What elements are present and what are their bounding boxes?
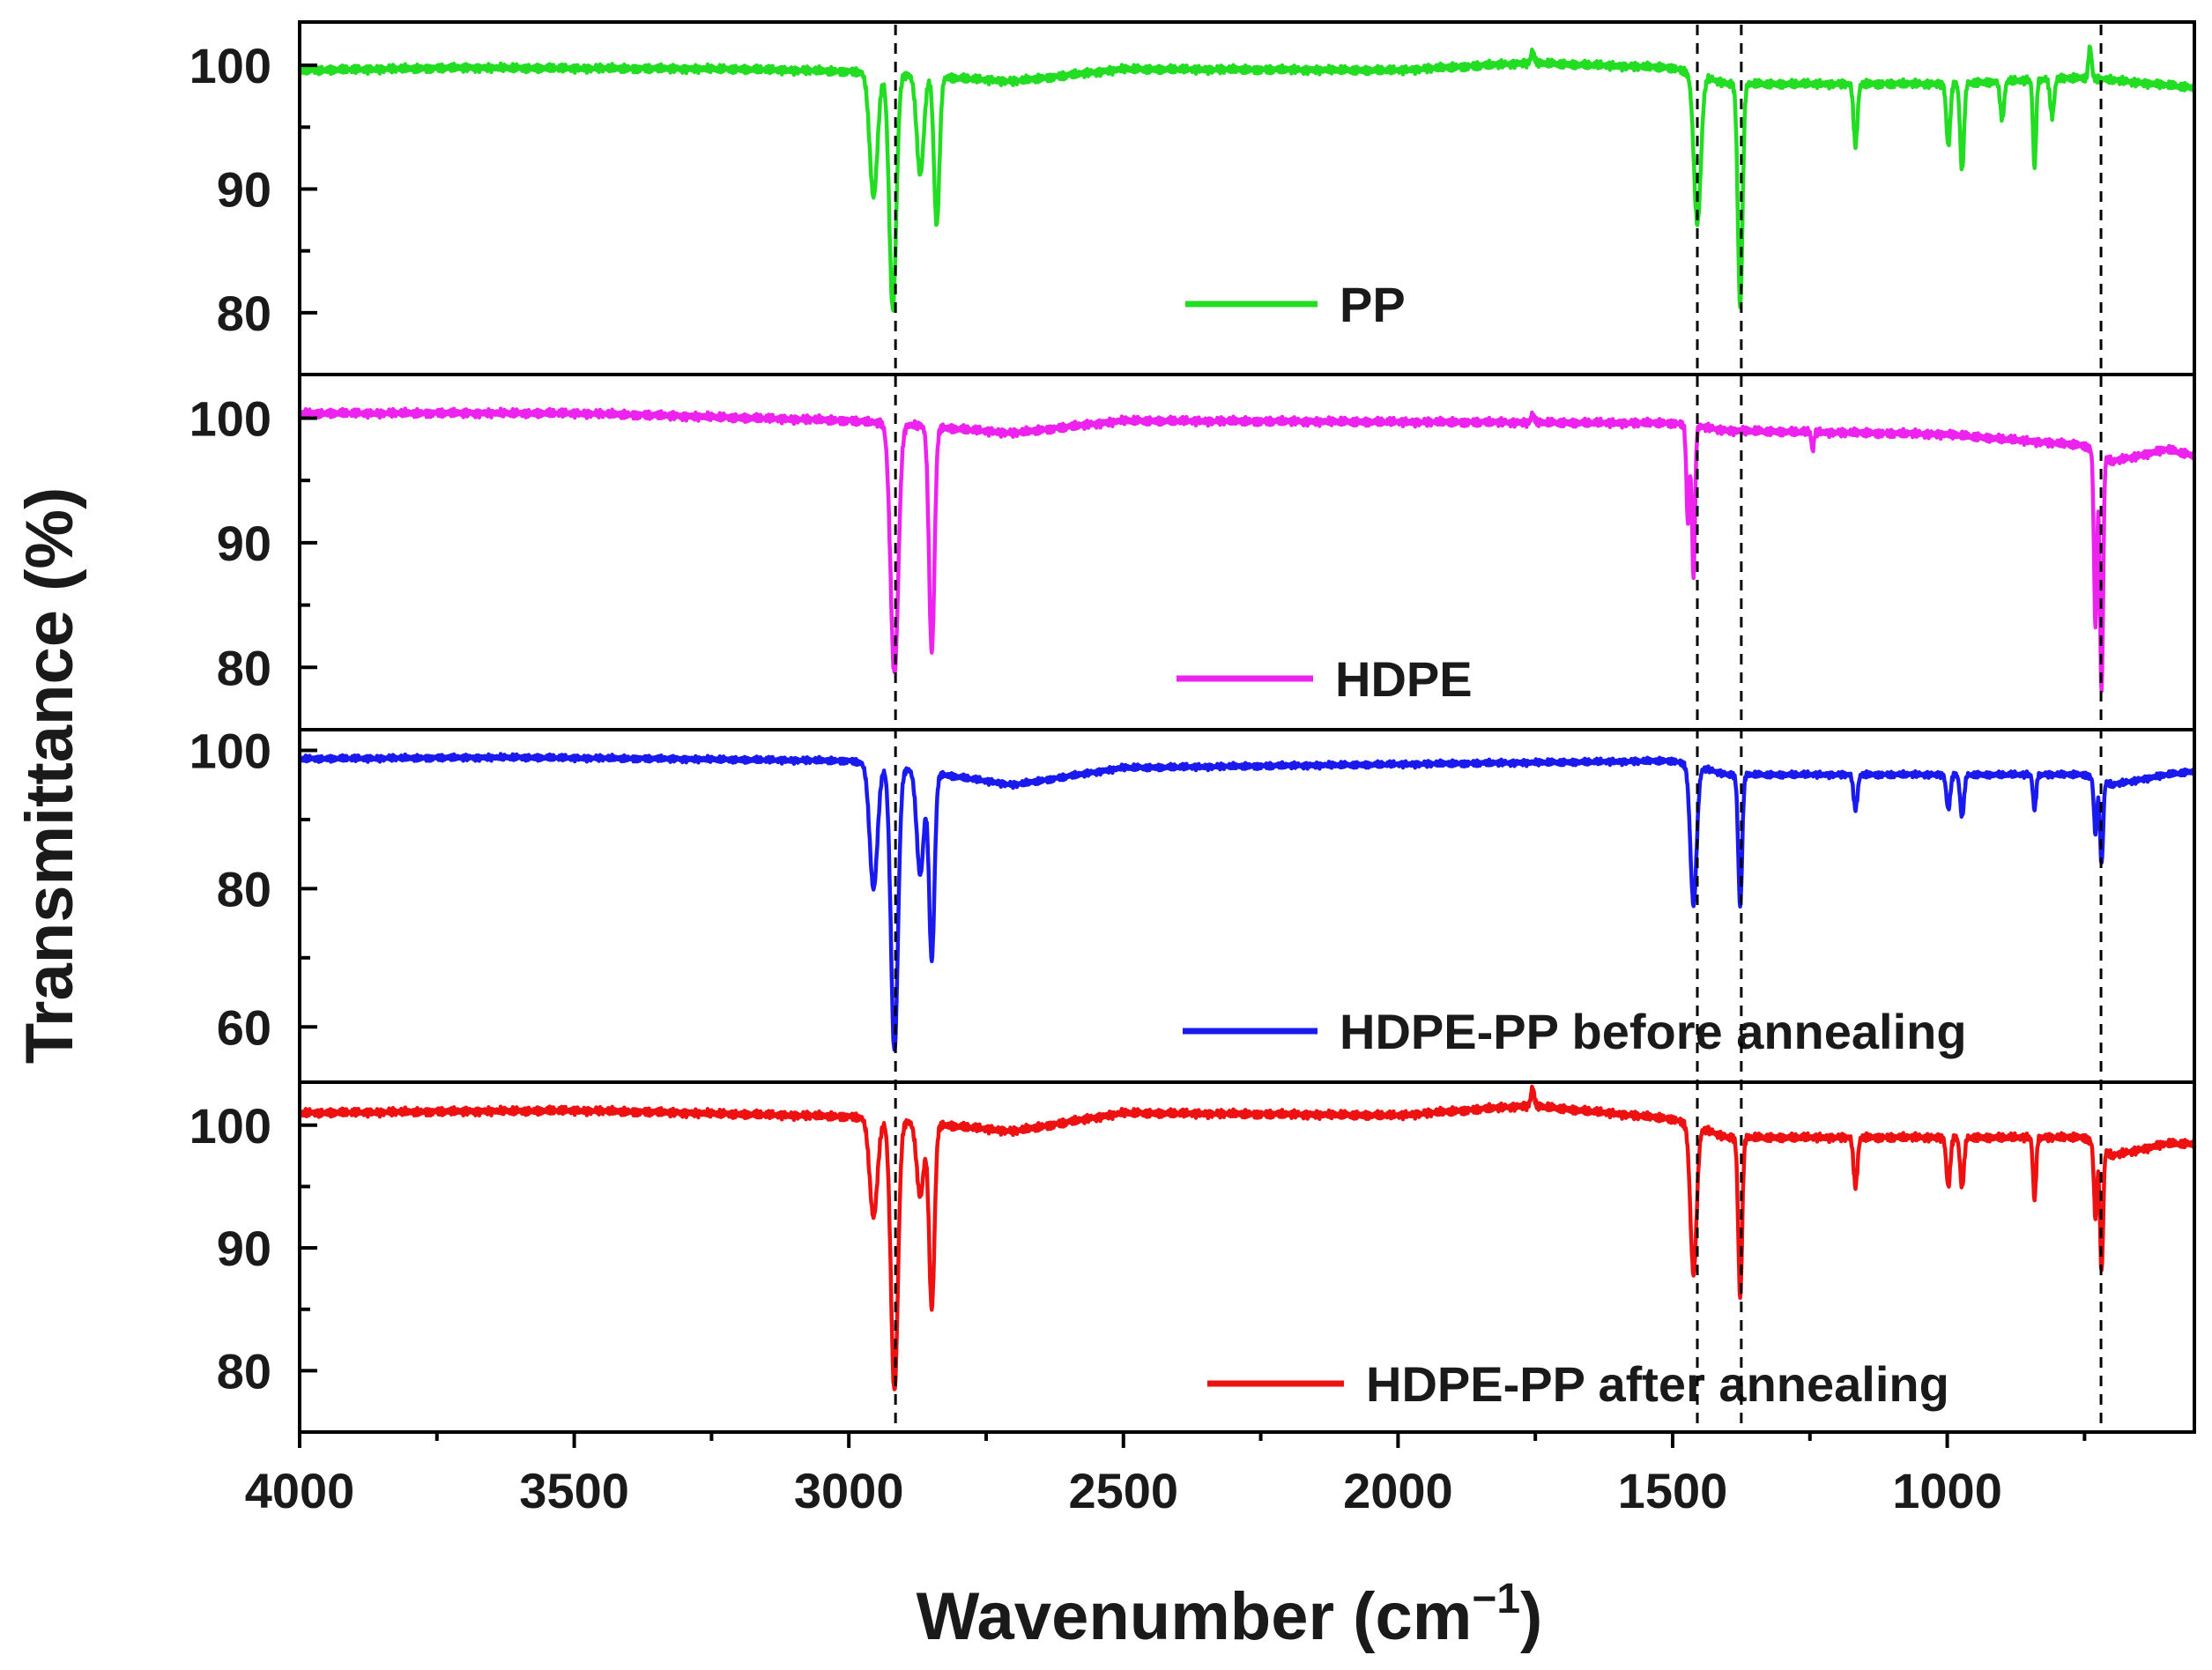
series-line-1 bbox=[297, 44, 2197, 313]
legend-label-2: HDPE bbox=[1335, 651, 1473, 707]
x-tick-label-1: 3500 bbox=[519, 1463, 629, 1518]
x-tick-label-4: 2000 bbox=[1343, 1463, 1453, 1518]
panel-2: 100 90 80 HDPE bbox=[189, 373, 2197, 731]
y-tick-label-3-0: 100 bbox=[189, 724, 271, 779]
y-tick-label-1-0: 100 bbox=[189, 38, 271, 93]
panel-frame-4 bbox=[298, 1080, 2196, 1434]
chart-panels: 100 90 80 PP 100 90 80 HDPE 100 80 60 HDPE-PP befor… bbox=[189, 20, 2197, 1434]
y-tick-label-4-1: 90 bbox=[217, 1221, 271, 1276]
series-line-4 bbox=[297, 1084, 2197, 1392]
y-tick-label-3-1: 80 bbox=[217, 861, 271, 917]
y-tick-label-1-1: 90 bbox=[217, 161, 271, 217]
legend-label-1: PP bbox=[1340, 277, 1406, 332]
y-tick-label-1-2: 80 bbox=[217, 286, 271, 341]
y-tick-label-4-2: 80 bbox=[217, 1343, 271, 1399]
y-tick-label-3-2: 60 bbox=[217, 999, 271, 1055]
x-axis-title-text: Wavenumber (cm bbox=[917, 1579, 1473, 1654]
x-tick-label-6: 1000 bbox=[1892, 1463, 2002, 1518]
panel-4: 100 90 80 HDPE-PP after annealing bbox=[189, 1080, 2197, 1434]
panel-frame-1 bbox=[298, 20, 2196, 376]
legend-label-3: HDPE-PP before annealing bbox=[1340, 1004, 1967, 1059]
panel-1: 100 90 80 PP bbox=[189, 20, 2197, 376]
x-axis: 4000 3500 3000 2500 2000 1500 1000 bbox=[245, 1432, 2087, 1518]
x-axis-title-close: ) bbox=[1520, 1579, 1542, 1654]
x-axis-title: Wavenumber (cm−1) bbox=[917, 1576, 1543, 1654]
y-tick-label-2-1: 90 bbox=[217, 516, 271, 571]
legend-label-4: HDPE-PP after annealing bbox=[1366, 1356, 1949, 1412]
series-line-3 bbox=[297, 752, 2197, 1052]
x-tick-label-2: 3000 bbox=[794, 1463, 904, 1518]
panel-3: 100 80 60 HDPE-PP before annealing bbox=[189, 724, 2197, 1084]
x-tick-label-3: 2500 bbox=[1068, 1463, 1178, 1518]
y-tick-label-4-0: 100 bbox=[189, 1098, 271, 1154]
y-tick-label-2-2: 80 bbox=[217, 640, 271, 695]
y-axis-title: Transmittance (%) bbox=[12, 487, 87, 1065]
series-line-2 bbox=[297, 406, 2197, 694]
x-tick-label-5: 1500 bbox=[1618, 1463, 1728, 1518]
reference-lines bbox=[894, 25, 2103, 1429]
x-tick-label-0: 4000 bbox=[245, 1463, 355, 1518]
x-axis-title-exponent: −1 bbox=[1472, 1576, 1520, 1622]
y-tick-label-2-0: 100 bbox=[189, 390, 271, 446]
